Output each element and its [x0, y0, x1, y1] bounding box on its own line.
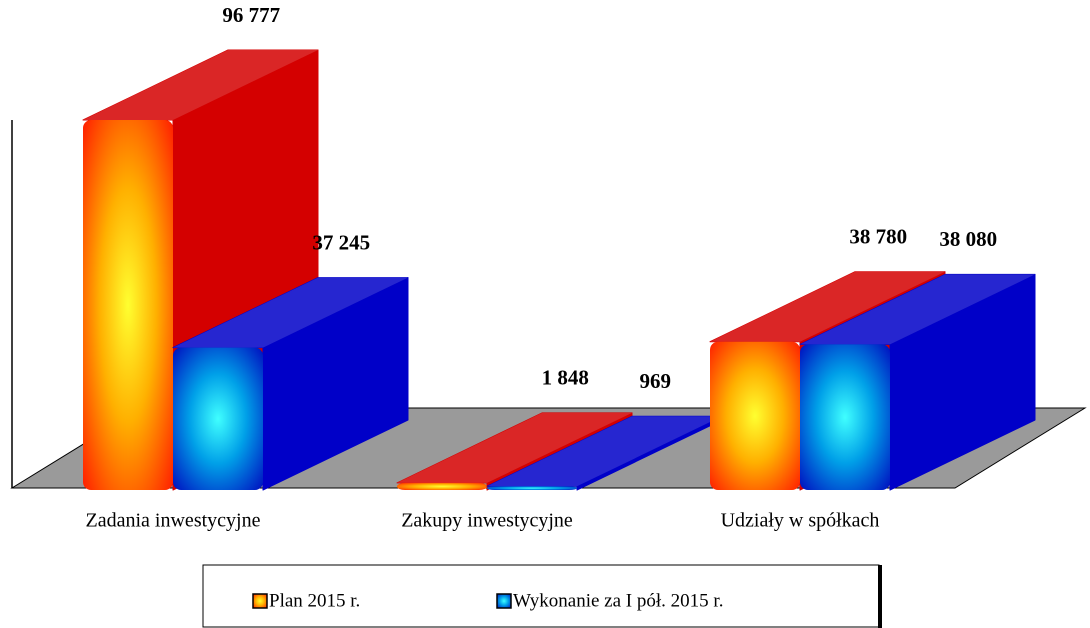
category-label: Zakupy inwestycyjne [401, 510, 573, 532]
bar [486, 415, 723, 491]
bars [82, 49, 1036, 491]
legend-swatch [252, 593, 268, 609]
bar-front [83, 120, 173, 490]
category-label: Udziały w spółkach [721, 510, 880, 532]
bar [172, 277, 409, 491]
legend [202, 564, 880, 628]
bar [396, 412, 633, 491]
bar-front [487, 486, 577, 490]
value-label: 38 780 [849, 225, 907, 249]
value-label: 38 080 [939, 227, 997, 251]
bar-front [710, 341, 800, 490]
bar-top-shade [800, 274, 1035, 345]
bar-top-shade [710, 271, 945, 342]
value-label: 37 245 [312, 230, 370, 254]
bar-front [173, 347, 263, 490]
legend-label: Plan 2015 r. [269, 590, 360, 611]
value-label: 96 777 [222, 3, 280, 27]
bar-top-shade [487, 416, 722, 487]
category-label: Zadania inwestycyjne [86, 510, 261, 532]
bar [799, 273, 1036, 491]
legend-label: Wykonanie za I pół. 2015 r. [513, 590, 723, 611]
bar-top-shade [173, 277, 408, 348]
bar-top-shade [397, 412, 632, 483]
legend-swatch [496, 593, 512, 609]
bar-front [397, 482, 487, 490]
bar-front [800, 344, 890, 490]
value-label: 969 [640, 369, 672, 393]
value-label: 1 848 [542, 366, 589, 390]
bar-top-shade [83, 50, 318, 120]
